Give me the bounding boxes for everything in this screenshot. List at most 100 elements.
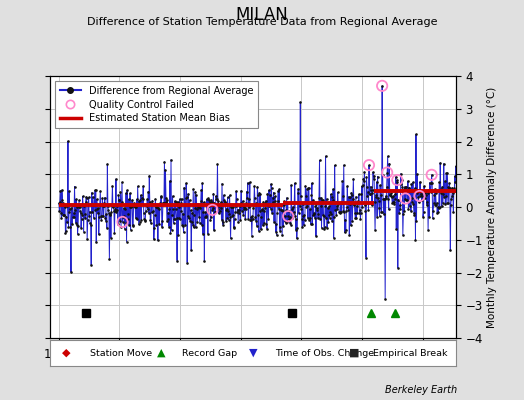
Point [432,200,441,206]
Point [159,200,168,206]
Point [390,201,398,208]
Point [160,158,169,165]
Point [118,219,127,225]
Point [197,187,205,193]
Point [263,226,271,232]
Point [96,213,105,219]
Point [177,208,185,214]
Point [389,199,397,206]
Point [368,202,376,208]
Point [139,183,147,189]
Point [383,169,391,176]
Point [150,236,158,242]
Point [127,203,136,210]
Point [79,202,88,208]
Point [328,218,336,224]
Point [127,204,135,210]
Point [378,172,387,178]
Point [452,163,460,170]
Point [395,197,403,203]
Point [102,218,110,224]
Point [363,184,371,190]
Point [274,188,282,194]
Point [125,222,133,228]
Point [82,194,90,200]
Point [158,224,166,230]
Point [131,202,139,208]
Point [304,185,313,192]
Point [85,209,94,215]
Point [305,206,314,212]
Point [294,210,303,216]
Point [135,198,144,205]
Point [222,206,231,212]
Point [443,170,452,176]
Point [315,194,323,201]
Y-axis label: Monthly Temperature Anomaly Difference (°C): Monthly Temperature Anomaly Difference (… [487,86,497,328]
Point [83,217,92,224]
Point [187,247,195,253]
Point [68,202,77,208]
Point [229,204,237,210]
Point [86,220,94,226]
Point [445,184,453,191]
Point [437,190,445,196]
Point [266,192,274,198]
Point [385,160,394,167]
Point [175,215,183,221]
Point [226,235,235,242]
Point [194,214,203,220]
Point [416,193,424,199]
Point [429,215,437,222]
Point [316,202,325,209]
Point [444,199,453,206]
Point [62,228,70,234]
Point [377,208,386,215]
Point [183,259,191,266]
Point [269,189,278,196]
Point [74,223,82,229]
Point [188,219,196,226]
Point [115,196,124,203]
Point [149,207,158,214]
Point [253,184,261,190]
Point [340,162,348,168]
Point [445,180,453,187]
Point [133,196,141,203]
Point [397,170,405,177]
Point [56,188,64,194]
Point [408,195,416,201]
Point [99,202,107,209]
Point [297,205,305,212]
Point [319,212,327,218]
Point [352,214,361,221]
Point [405,185,413,191]
Point [250,183,258,190]
Point [441,178,449,184]
Point [428,172,436,178]
Point [145,210,153,216]
Point [368,186,377,193]
Point [436,186,445,192]
Point [397,181,406,187]
Point [217,217,226,223]
Point [436,160,444,166]
Text: ◆: ◆ [62,348,70,358]
Point [388,194,396,200]
Point [134,200,143,207]
Point [323,224,331,231]
Point [83,236,91,242]
Point [453,193,461,200]
Point [438,203,446,210]
Point [146,199,154,205]
Point [208,199,216,205]
Point [238,202,246,208]
Point [282,194,291,201]
Point [195,204,203,210]
Point [210,227,218,234]
Point [431,190,440,196]
Point [381,296,389,302]
Point [272,232,281,238]
Point [391,174,400,180]
Point [373,214,381,220]
